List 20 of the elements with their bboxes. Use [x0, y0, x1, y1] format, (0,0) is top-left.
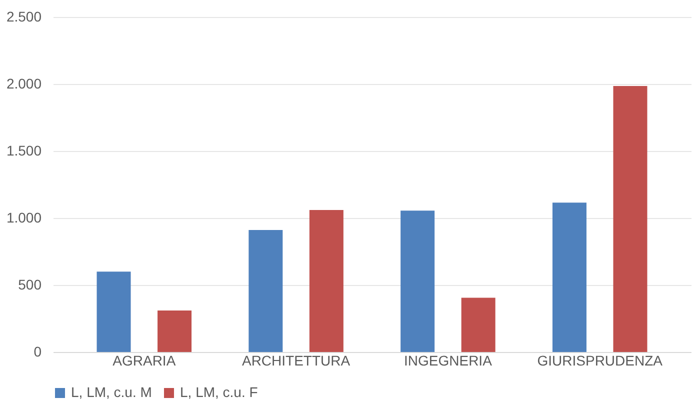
y-tick-label: 2.500 [6, 8, 42, 24]
bar [96, 272, 131, 352]
bar [158, 310, 192, 352]
y-tick-label: 1.500 [6, 142, 42, 158]
legend-label: L, LM, c.u. F [180, 384, 258, 400]
bar [461, 298, 496, 352]
y-tick-label: 2.000 [6, 76, 42, 92]
y-tick-label: 1.000 [6, 210, 42, 226]
bar [552, 202, 586, 352]
bar [400, 210, 435, 352]
legend-label: L, LM, c.u. M [71, 384, 152, 400]
x-tick-label: ARCHITETTURA [242, 352, 351, 368]
bar [248, 230, 283, 352]
x-tick-label: GIURISPRUDENZA [537, 352, 664, 368]
y-tick-label: 0 [34, 344, 42, 360]
y-tick-label: 500 [18, 276, 42, 292]
x-tick-label: AGRARIA [112, 352, 176, 368]
x-tick-label: INGEGNERIA [404, 352, 493, 368]
bar [309, 210, 344, 352]
bar [613, 86, 648, 352]
